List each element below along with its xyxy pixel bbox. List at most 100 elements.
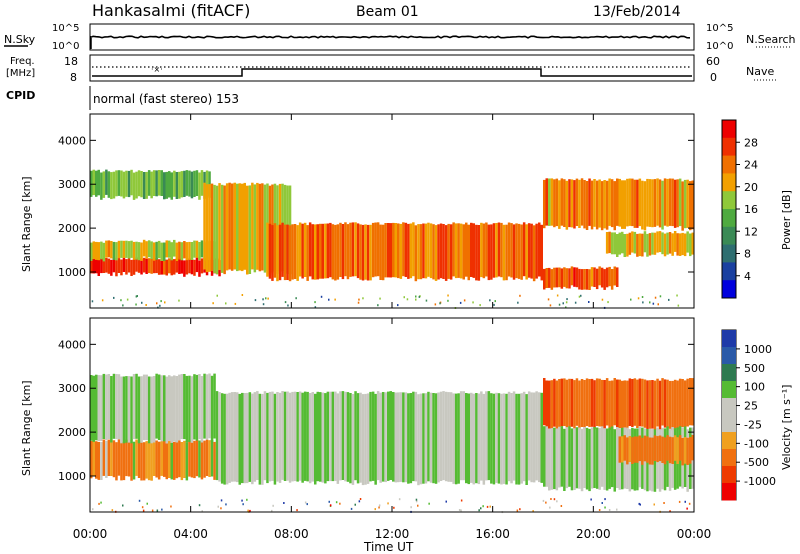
- y-tick-label: 2000: [58, 222, 86, 235]
- data-cell: [256, 391, 259, 480]
- data-cell: [183, 241, 186, 259]
- colorbar-segment: [722, 262, 736, 281]
- data-cell: [636, 233, 639, 257]
- data-cell: [110, 439, 113, 476]
- data-cell: [613, 181, 616, 231]
- data-cell: [543, 426, 546, 487]
- data-cell: [616, 267, 619, 287]
- power-yticks: 4000 3000 2000 1000: [58, 134, 694, 279]
- data-cell: [636, 436, 639, 463]
- data-cell: [120, 240, 123, 258]
- data-cell: [681, 181, 684, 231]
- data-cell: [628, 232, 632, 255]
- data-cell: [140, 171, 143, 198]
- speckle: [362, 297, 364, 300]
- colorbar-tick-label: 28: [744, 136, 758, 149]
- data-cell: [120, 259, 123, 276]
- speckle: [329, 504, 332, 507]
- data-cell: [485, 222, 488, 277]
- data-cell: [568, 268, 571, 289]
- data-cell: [142, 172, 146, 199]
- data-cell: [225, 393, 229, 485]
- data-cell: [157, 259, 161, 275]
- power-panel: 4000 3000 2000 1000 Slant Range [km] 28 24 20…: [20, 113, 793, 309]
- data-cell: [414, 225, 418, 282]
- data-cell: [160, 439, 163, 476]
- data-cell: [626, 233, 629, 257]
- colorbar-tick-label: 1000: [744, 343, 772, 356]
- data-cell: [663, 178, 667, 226]
- data-cell: [170, 441, 173, 480]
- speckle: [357, 301, 360, 304]
- data-cell: [168, 240, 171, 258]
- speckle: [668, 298, 670, 301]
- data-cell: [92, 241, 95, 260]
- data-cell: [326, 391, 330, 482]
- data-cell: [477, 225, 481, 281]
- data-cell: [132, 374, 136, 440]
- data-cell: [351, 394, 355, 485]
- noise-panel-frame: [89, 23, 695, 51]
- data-cell: [621, 180, 624, 229]
- data-cell: [449, 224, 453, 280]
- data-cell: [575, 267, 579, 288]
- data-cell: [122, 171, 126, 199]
- data-cell: [130, 169, 133, 196]
- data-cell: [427, 222, 430, 277]
- data-cell: [205, 439, 209, 476]
- data-cell: [444, 225, 448, 281]
- data-cell: [638, 178, 642, 227]
- freq-tick-low: 8: [70, 71, 77, 84]
- data-cell: [379, 224, 382, 280]
- data-cell: [480, 222, 483, 278]
- data-cell: [643, 379, 647, 428]
- data-cell: [618, 436, 621, 463]
- speckle: [657, 303, 659, 306]
- data-cell: [548, 380, 551, 430]
- speckle: [669, 510, 671, 513]
- speckle: [262, 303, 265, 306]
- data-cell: [193, 259, 196, 276]
- data-cell: [152, 242, 156, 261]
- data-cell: [125, 439, 128, 477]
- speckle: [225, 503, 227, 506]
- speckle: [397, 304, 399, 307]
- data-cell: [188, 170, 191, 197]
- data-cell: [336, 393, 340, 484]
- data-cell: [120, 442, 123, 481]
- speckle: [578, 295, 581, 298]
- data-cell: [142, 442, 146, 481]
- y-tick-label: 2000: [58, 426, 86, 439]
- speckle: [545, 501, 547, 504]
- speckle: [542, 499, 545, 502]
- data-cell: [384, 223, 387, 278]
- data-cell: [530, 392, 533, 483]
- data-cell: [568, 179, 571, 228]
- data-cell: [548, 428, 551, 491]
- data-cell: [563, 428, 566, 491]
- data-cell: [686, 231, 689, 253]
- data-cell: [135, 241, 138, 260]
- data-cell: [271, 225, 274, 281]
- data-cell: [626, 178, 629, 227]
- speckle: [160, 300, 162, 303]
- data-cell: [339, 222, 342, 277]
- data-cell: [608, 231, 611, 254]
- data-cell: [563, 378, 566, 426]
- data-cell: [266, 222, 269, 277]
- data-cell: [381, 392, 385, 482]
- data-cell: [160, 170, 163, 196]
- data-cell: [105, 240, 108, 258]
- data-cell: [671, 178, 674, 227]
- speckle: [519, 294, 521, 297]
- data-cell: [666, 435, 669, 461]
- data-cell: [495, 392, 498, 483]
- data-cell: [658, 231, 662, 253]
- data-cell: [648, 179, 652, 227]
- speckle: [377, 304, 379, 307]
- data-cell: [241, 183, 244, 272]
- data-cell: [278, 224, 282, 281]
- data-cell: [276, 392, 279, 482]
- speckle: [445, 500, 447, 503]
- data-cell: [263, 184, 267, 273]
